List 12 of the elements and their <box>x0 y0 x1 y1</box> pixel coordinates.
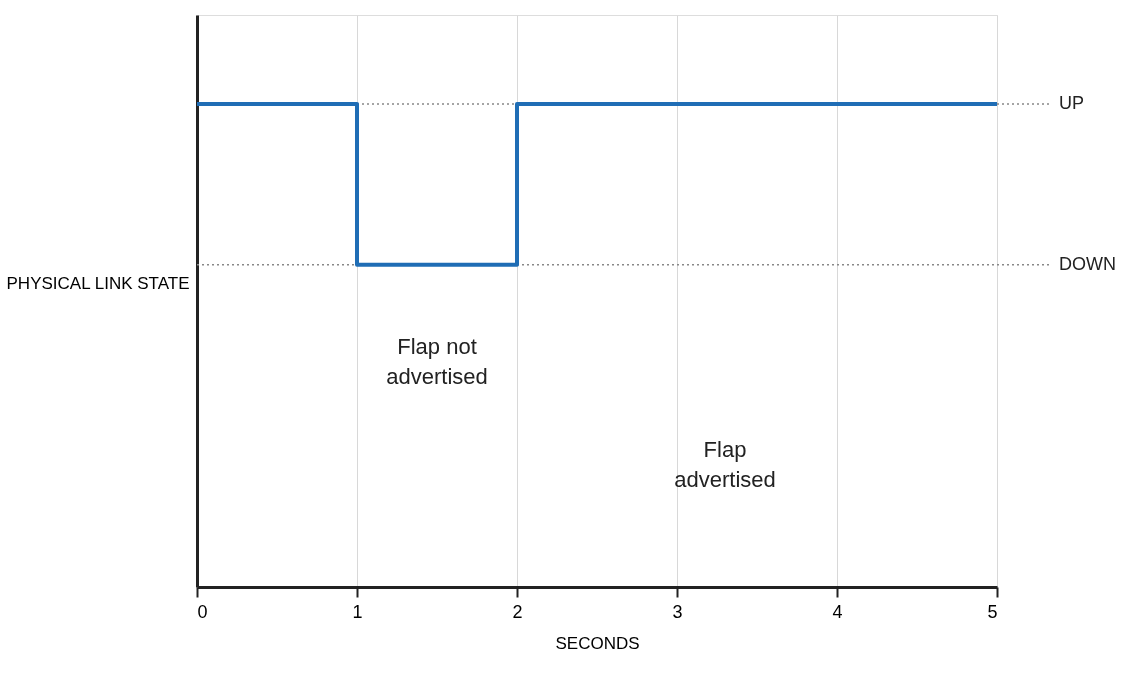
annotation: Flap advertised <box>674 436 776 492</box>
annotation: Flap not advertised <box>386 333 488 389</box>
x-tick-label: 4 <box>832 601 843 622</box>
x-tick-label: 1 <box>352 601 363 622</box>
x-tick-label: 5 <box>987 601 998 622</box>
x-tick-label: 0 <box>197 601 208 622</box>
x-axis-title: SECONDS <box>555 633 640 653</box>
x-tick-label: 2 <box>512 601 523 622</box>
y-axis-title: PHYSICAL LINK STATE <box>6 274 190 294</box>
ref-line-label: UP <box>1059 92 1085 113</box>
x-tick-label: 3 <box>672 601 683 622</box>
ref-line-label: DOWN <box>1059 253 1116 274</box>
